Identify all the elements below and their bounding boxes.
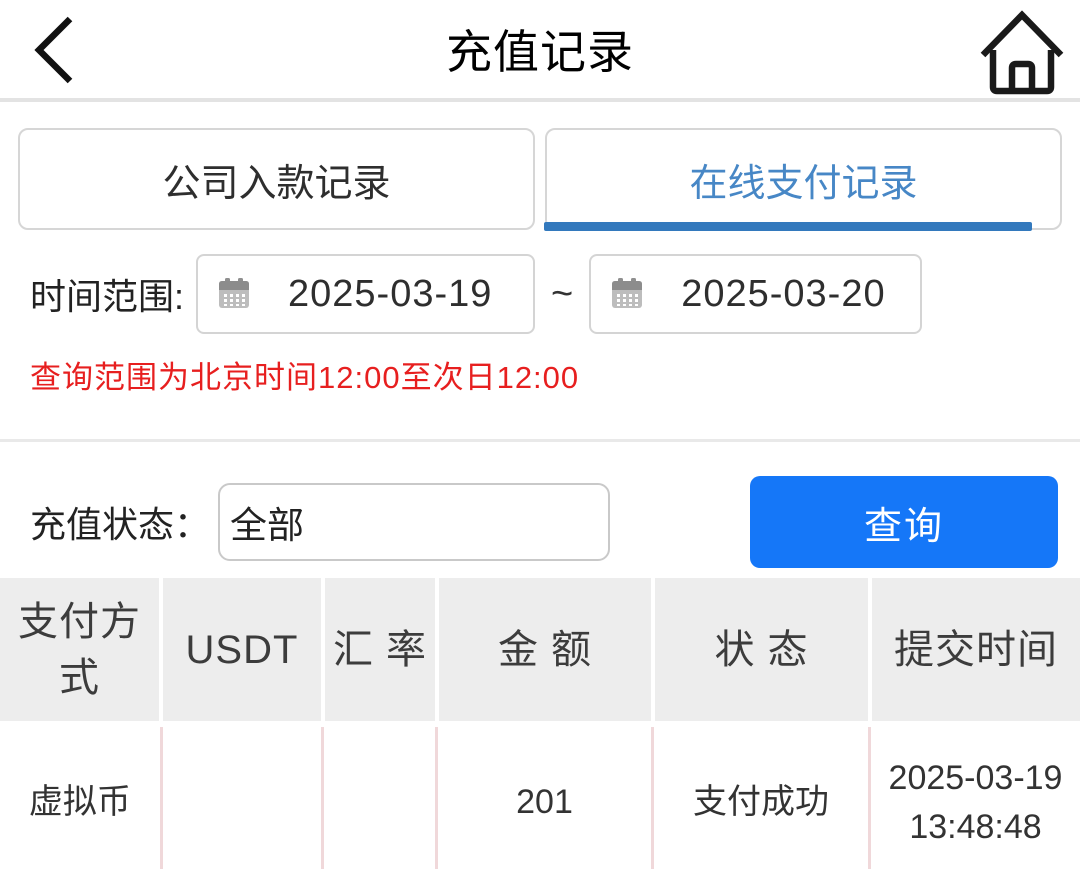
- recharge-status-label: 充值状态：: [30, 504, 211, 545]
- recharge-records-table: 支付方式 USDT 汇 率 金 额 状 态 提交时间 虚拟币 201 支付成功 …: [0, 578, 1080, 869]
- active-tab-indicator: [544, 222, 1032, 231]
- tab-company-deposit-record[interactable]: 公司入款记录: [18, 128, 535, 230]
- table-row: 虚拟币 201 支付成功 2025-03-19 13:48:48: [0, 727, 1080, 869]
- col-amount: 金 额: [439, 578, 651, 721]
- col-rate: 汇 率: [325, 578, 435, 721]
- date-to-value: 2025-03-20: [681, 272, 886, 315]
- calendar-icon: [609, 276, 645, 312]
- date-from-value: 2025-03-19: [288, 272, 493, 315]
- calendar-icon: [216, 276, 252, 312]
- cell-rate: [324, 727, 435, 869]
- tab-label: 公司入款记录: [162, 162, 391, 205]
- tab-label: 在线支付记录: [689, 162, 918, 205]
- navbar: 充值记录: [0, 0, 1080, 102]
- cell-status: 支付成功: [654, 727, 869, 869]
- tab-online-payment-record[interactable]: 在线支付记录: [544, 128, 1062, 231]
- submit-time-clock: 13:48:48: [909, 808, 1042, 846]
- col-status: 状 态: [655, 578, 868, 721]
- cell-usdt: [162, 727, 322, 869]
- query-range-notice: 查询范围为北京时间12:00至次日12:00: [30, 360, 580, 395]
- section-divider: [0, 439, 1080, 442]
- col-submit-time: 提交时间: [872, 578, 1080, 721]
- date-to-input[interactable]: 2025-03-20: [589, 254, 923, 334]
- query-button[interactable]: 查询: [750, 476, 1058, 568]
- cell-payment-method: 虚拟币: [0, 727, 160, 869]
- record-type-tabs: 公司入款记录 在线支付记录: [18, 128, 1062, 231]
- col-payment-method: 支付方式: [0, 578, 159, 721]
- date-range-separator: ~: [551, 272, 574, 315]
- date-from-input[interactable]: 2025-03-19: [196, 254, 536, 334]
- home-icon[interactable]: [976, 4, 1068, 96]
- submit-time-date: 2025-03-19: [888, 758, 1063, 797]
- status-filter-row: 充值状态： 全部 查询: [30, 476, 1080, 568]
- col-usdt: USDT: [163, 578, 321, 721]
- cell-amount: 201: [438, 727, 651, 869]
- date-range-row: 时间范围: 2025-03: [30, 254, 1080, 334]
- page-title: 充值记录: [446, 26, 634, 78]
- cell-submit-time: 2025-03-19 13:48:48: [871, 727, 1080, 869]
- table-header-row: 支付方式 USDT 汇 率 金 额 状 态 提交时间: [0, 578, 1080, 721]
- recharge-status-value: 全部: [230, 505, 305, 546]
- date-range-label: 时间范围:: [30, 276, 185, 317]
- recharge-status-select[interactable]: 全部: [218, 483, 611, 561]
- back-icon[interactable]: [26, 14, 78, 84]
